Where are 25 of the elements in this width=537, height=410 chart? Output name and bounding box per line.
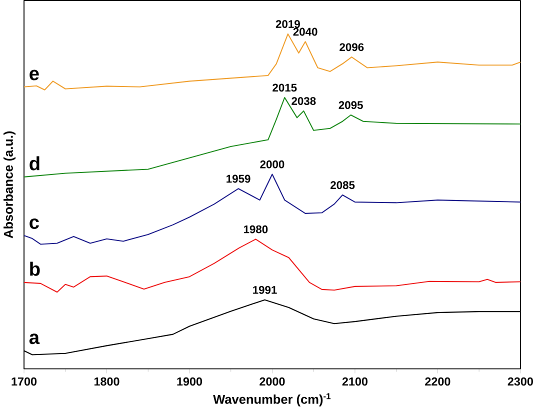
x-axis-title: Wavenumber (cm)$^{-1}$ (213, 393, 331, 406)
annotation: 2040 (293, 28, 318, 36)
x-tick-label: 2300 (508, 377, 533, 386)
x-tick-label: 2100 (342, 377, 368, 386)
annotation: 1959 (226, 174, 250, 183)
x-tick-label: 1800 (94, 377, 120, 386)
annotation: 2038 (292, 97, 316, 106)
annotation: 2015 (272, 84, 297, 92)
series-label: e (30, 70, 39, 80)
annotation: 2095 (338, 101, 363, 110)
annotation: 2000 (260, 160, 284, 168)
annotation: 2085 (330, 181, 355, 190)
y-axis-title: Absorbance (a.u.) (4, 131, 16, 238)
x-tick-label: 1900 (177, 377, 202, 386)
annotation: 2019 (276, 20, 300, 28)
series-label: b (30, 262, 40, 276)
x-tick-label: 1700 (12, 377, 37, 386)
annotation: 2096 (340, 43, 364, 52)
annotation: 1991 (253, 286, 277, 294)
series-label: a (29, 334, 40, 344)
x-tick-label: 2200 (425, 377, 450, 386)
series-label: d (30, 156, 40, 170)
series-label: c (30, 218, 39, 230)
x-tick-label: 2000 (260, 377, 285, 386)
annotation: 1980 (244, 225, 268, 234)
